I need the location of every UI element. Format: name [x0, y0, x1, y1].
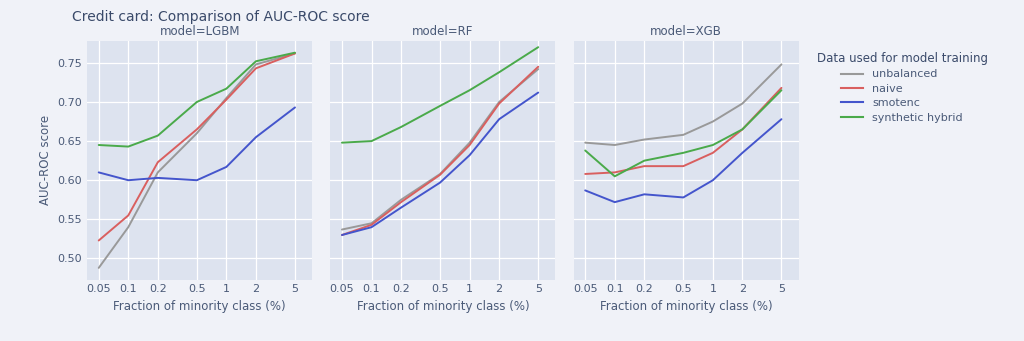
Y-axis label: AUC-ROC score: AUC-ROC score	[39, 115, 52, 205]
Title: model=XGB: model=XGB	[650, 25, 722, 39]
Title: model=LGBM: model=LGBM	[160, 25, 240, 39]
X-axis label: Fraction of minority class (%): Fraction of minority class (%)	[600, 300, 772, 313]
Legend: unbalanced, naive, smotenc, synthetic hybrid: unbalanced, naive, smotenc, synthetic hy…	[811, 46, 993, 128]
Text: Credit card: Comparison of AUC-ROC score: Credit card: Comparison of AUC-ROC score	[72, 10, 370, 24]
Title: model=RF: model=RF	[413, 25, 473, 39]
X-axis label: Fraction of minority class (%): Fraction of minority class (%)	[356, 300, 529, 313]
X-axis label: Fraction of minority class (%): Fraction of minority class (%)	[114, 300, 286, 313]
